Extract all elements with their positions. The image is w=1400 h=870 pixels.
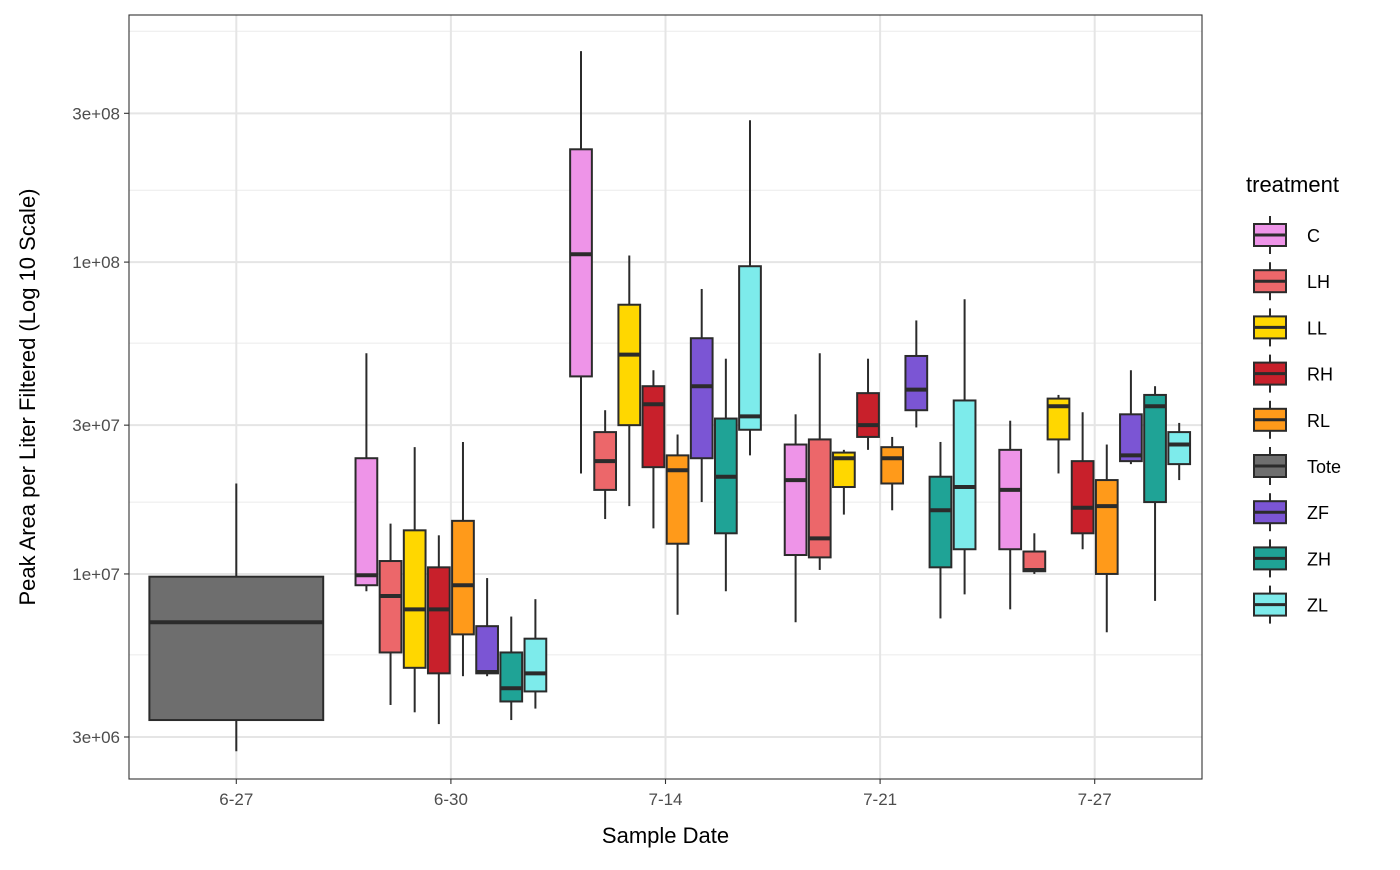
- box-body: [783, 443, 808, 557]
- box-body: [665, 454, 690, 545]
- box-body: [641, 385, 666, 469]
- box-7-21-RL: [880, 436, 905, 511]
- box-body: [451, 519, 475, 636]
- box-layer: [148, 51, 1192, 752]
- x-tick-label: 6-27: [219, 790, 253, 809]
- box-7-27-LL: [1046, 394, 1071, 474]
- box-body: [1143, 393, 1167, 504]
- y-tick-label: 1e+08: [72, 253, 120, 272]
- legend-label: Tote: [1307, 457, 1341, 477]
- box-7-14-C: [569, 51, 593, 474]
- y-tick-label: 3e+06: [72, 728, 120, 747]
- box-body: [402, 529, 427, 669]
- box-7-27-RL: [1094, 444, 1119, 633]
- legend-label: RH: [1307, 365, 1333, 385]
- box-body: [617, 303, 642, 427]
- legend-label: ZL: [1307, 596, 1328, 616]
- box-body: [569, 148, 593, 378]
- box-body: [880, 446, 905, 485]
- box-7-27-RH: [1070, 412, 1095, 550]
- box-6-30-RL: [451, 441, 475, 677]
- legend-label: RL: [1307, 411, 1330, 431]
- box-7-27-ZH: [1143, 386, 1167, 601]
- box-body: [1070, 460, 1095, 535]
- box-7-21-ZH: [928, 441, 953, 619]
- box-7-14-RL: [665, 434, 690, 615]
- box-body: [928, 475, 953, 569]
- box-6-30-ZL: [523, 599, 548, 709]
- box-6-30-LH: [378, 523, 403, 705]
- box-body: [807, 438, 832, 559]
- box-7-14-LL: [617, 255, 642, 507]
- x-axis-title: Sample Date: [602, 823, 729, 848]
- box-7-21-ZL: [952, 299, 977, 595]
- box-body: [689, 337, 714, 460]
- box-body: [148, 575, 325, 722]
- legend-item-ZF: ZF: [1253, 493, 1329, 532]
- legend-item-C: C: [1253, 216, 1320, 254]
- x-tick-label: 7-21: [863, 790, 897, 809]
- legend-item-ZL: ZL: [1253, 585, 1328, 624]
- box-body: [475, 625, 499, 675]
- box-6-30-C: [354, 353, 379, 592]
- box-7-14-LH: [593, 410, 618, 520]
- box-body: [832, 451, 856, 489]
- legend: C LH LL RH RL Tote ZF ZH ZL: [1253, 216, 1341, 624]
- legend-item-RL: RL: [1253, 400, 1330, 439]
- box-body: [952, 399, 977, 551]
- box-7-14-ZF: [689, 288, 714, 503]
- box-body: [904, 354, 929, 412]
- box-7-27-LH: [1022, 533, 1047, 574]
- box-6-30-ZF: [475, 578, 499, 677]
- box-6-27-Tote: [148, 483, 325, 752]
- legend-item-ZH: ZH: [1253, 539, 1331, 578]
- box-6-30-RH: [426, 535, 451, 725]
- box-7-21-RH: [856, 358, 880, 450]
- box-6-30-LL: [402, 447, 427, 713]
- box-body: [1046, 397, 1071, 441]
- box-7-27-ZL: [1167, 422, 1192, 481]
- box-7-27-ZF: [1119, 370, 1143, 465]
- x-tick-label: 7-27: [1078, 790, 1112, 809]
- box-body: [1094, 479, 1119, 575]
- x-tick-label: 7-14: [648, 790, 682, 809]
- legend-title: treatment: [1246, 172, 1339, 197]
- box-body: [738, 265, 762, 431]
- legend-label: C: [1307, 226, 1320, 246]
- legend-item-LL: LL: [1253, 308, 1327, 347]
- box-7-21-LH: [807, 353, 832, 570]
- axis-layer: 3e+06 1e+07 3e+07 1e+08 3e+08 6-27 6-30 7-14 7-2…: [72, 104, 1111, 809]
- legend-label: LL: [1307, 318, 1327, 338]
- legend-label: LH: [1307, 272, 1330, 292]
- box-body: [1119, 413, 1143, 463]
- box-body: [856, 392, 880, 438]
- box-body: [1167, 431, 1192, 466]
- box-body: [998, 448, 1023, 551]
- box-7-21-LL: [832, 449, 856, 515]
- legend-label: ZH: [1307, 549, 1331, 569]
- box-body: [354, 457, 379, 587]
- box-7-21-C: [783, 414, 808, 623]
- legend-item-RH: RH: [1253, 354, 1333, 393]
- legend-item-Tote: Tote: [1253, 447, 1341, 485]
- y-tick-label: 3e+08: [72, 104, 120, 123]
- box-7-14-RH: [641, 370, 666, 529]
- y-tick-label: 3e+07: [72, 416, 120, 435]
- box-body: [426, 566, 451, 675]
- legend-item-LH: LH: [1253, 262, 1330, 301]
- box-body: [523, 637, 548, 693]
- box-6-30-ZH: [499, 616, 524, 721]
- y-axis-title: Peak Area per Liter Filtered (Log 10 Sca…: [15, 188, 40, 605]
- legend-label: ZF: [1307, 503, 1329, 523]
- box-7-14-ZH: [713, 358, 738, 592]
- box-7-14-ZL: [738, 120, 762, 456]
- box-body: [499, 651, 524, 703]
- x-tick-label: 6-30: [434, 790, 468, 809]
- box-7-27-C: [998, 420, 1023, 610]
- y-tick-label: 1e+07: [72, 565, 120, 584]
- box-body: [378, 560, 403, 654]
- box-7-21-ZF: [904, 320, 929, 428]
